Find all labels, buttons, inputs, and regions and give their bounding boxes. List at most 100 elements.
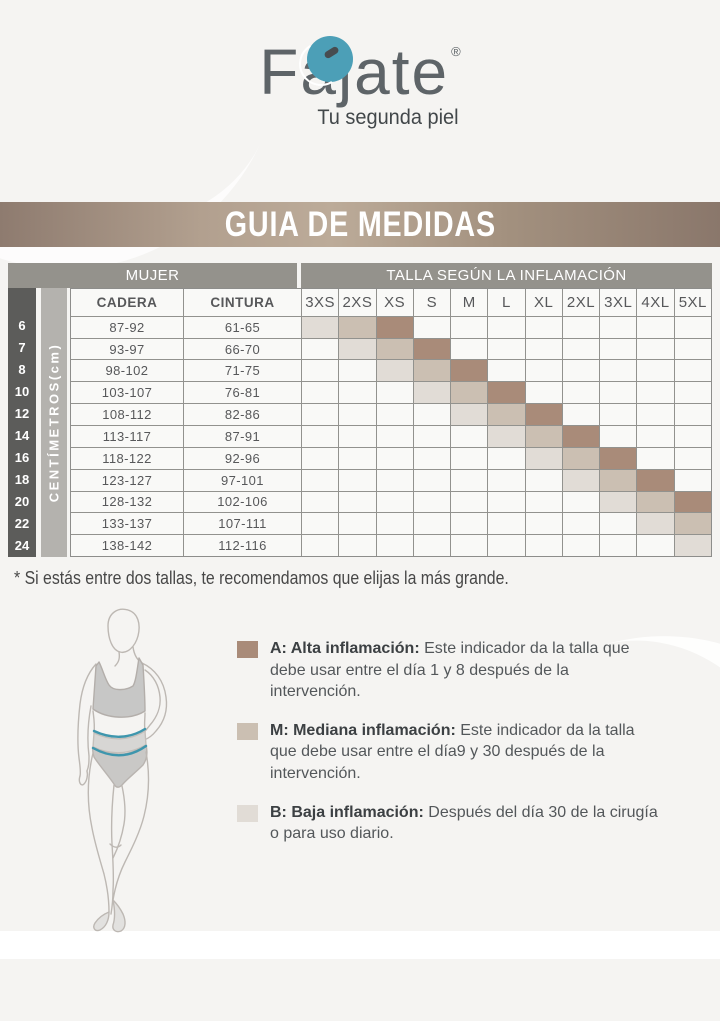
size-column-header: 2XS bbox=[338, 289, 375, 316]
size-cell bbox=[599, 316, 636, 338]
row-size-number: 24 bbox=[14, 538, 30, 553]
size-cell bbox=[487, 316, 524, 338]
row-size-number: 7 bbox=[18, 340, 26, 355]
size-cell bbox=[487, 426, 525, 447]
legend-item-mediana: M: Mediana inflamación: Este indicador d… bbox=[237, 720, 677, 785]
size-column-header: 2XL bbox=[561, 289, 599, 316]
table-row: 103-107 76-81 bbox=[71, 381, 711, 404]
row-size-number: 18 bbox=[14, 472, 30, 487]
size-column-header: 4XL bbox=[636, 289, 673, 316]
size-cell bbox=[561, 382, 599, 404]
size-cell bbox=[338, 404, 375, 426]
mediana-color-swatch bbox=[237, 722, 258, 740]
cintura-cell: 97-101 bbox=[183, 469, 301, 491]
size-cell bbox=[487, 404, 525, 426]
cadera-cell: 98-102 bbox=[105, 363, 149, 379]
size-cell bbox=[412, 513, 450, 535]
cadera-cell: 133-137 bbox=[101, 516, 153, 532]
column-header-row: CADERA CINTURA 3XS 2XS XS S M L XL 2XL 3XL 4XL 5XL bbox=[71, 289, 711, 316]
legend-item-baja: B: Baja inflamación: Después del día 30 … bbox=[237, 802, 677, 845]
size-cell bbox=[636, 316, 673, 338]
size-cell bbox=[487, 535, 524, 557]
row-size-number: 8 bbox=[18, 362, 26, 377]
size-cell bbox=[412, 404, 450, 426]
row-size-number: 22 bbox=[14, 516, 30, 531]
size-cell bbox=[450, 469, 487, 491]
group-header-mujer: MUJER bbox=[8, 263, 297, 288]
size-cell bbox=[487, 382, 525, 404]
legend-item-alta: A: Alta inflamación: Este indicador da l… bbox=[237, 638, 677, 703]
size-cell bbox=[673, 316, 711, 338]
page-title: GUIA DE MEDIDAS bbox=[224, 204, 496, 244]
table-row: 113-117 87-91 bbox=[71, 425, 711, 447]
size-cell bbox=[524, 491, 562, 513]
size-table: MUJER TALLA SEGÚN LA INFLAMACIÓN 6 7 8 10 12… bbox=[8, 263, 712, 557]
cadera-cell: 103-107 bbox=[101, 385, 153, 401]
size-cell bbox=[599, 382, 636, 404]
cintura-cell: 107-111 bbox=[183, 513, 301, 535]
size-cell bbox=[524, 404, 562, 426]
size-cell bbox=[375, 469, 413, 491]
size-cell bbox=[338, 338, 376, 360]
size-column-header: L bbox=[487, 289, 524, 316]
size-cell bbox=[450, 447, 487, 469]
size-cell bbox=[487, 338, 524, 360]
size-cell bbox=[673, 535, 711, 557]
hip-measure-line bbox=[91, 744, 148, 757]
size-cell bbox=[412, 338, 451, 360]
size-cell bbox=[487, 469, 524, 491]
cintura-cell: 87-91 bbox=[183, 426, 301, 447]
size-column-header: S bbox=[412, 289, 450, 316]
size-cell bbox=[487, 447, 524, 469]
size-cell bbox=[412, 360, 451, 382]
size-cell bbox=[450, 535, 487, 557]
size-cell bbox=[599, 447, 637, 469]
size-cell bbox=[338, 447, 375, 469]
size-column-header: M bbox=[450, 289, 487, 316]
cintura-cell: 76-81 bbox=[183, 382, 301, 404]
table-row: 98-102 71-75 bbox=[71, 359, 711, 382]
size-cell bbox=[301, 360, 338, 382]
size-cell bbox=[524, 426, 562, 447]
size-cell bbox=[673, 469, 711, 491]
size-cell bbox=[301, 469, 338, 491]
size-cell bbox=[450, 491, 487, 513]
size-cell bbox=[450, 338, 487, 360]
waist-measure-line bbox=[92, 727, 147, 738]
size-column-header: XL bbox=[524, 289, 562, 316]
size-cell bbox=[412, 447, 450, 469]
size-column-header: 5XL bbox=[673, 289, 711, 316]
legend-description-mediana: Este indicador da la talla que debe usar… bbox=[270, 721, 635, 782]
size-cell bbox=[636, 447, 673, 469]
size-cell bbox=[301, 535, 338, 557]
size-cell bbox=[524, 338, 562, 360]
size-cell bbox=[561, 513, 599, 535]
size-cell bbox=[599, 535, 636, 557]
legend-text-mediana: M: Mediana inflamación: Este indicador d… bbox=[270, 720, 662, 785]
table-row: 138-142 112-116 bbox=[71, 534, 711, 557]
size-cell bbox=[301, 426, 338, 447]
cadera-cell: 93-97 bbox=[109, 341, 145, 357]
cintura-cell: 71-75 bbox=[183, 360, 301, 382]
size-cell bbox=[636, 382, 673, 404]
table-row: 118-122 92-96 bbox=[71, 446, 711, 469]
table-body: CADERA CINTURA 3XS 2XS XS S M L XL 2XL 3XL 4XL 5XL 8… bbox=[70, 288, 712, 557]
figure-foot-left bbox=[93, 911, 110, 932]
size-cell bbox=[301, 513, 338, 535]
size-cell bbox=[561, 338, 599, 360]
cadera-cell: 87-92 bbox=[109, 319, 145, 335]
table-row: 93-97 66-70 bbox=[71, 337, 711, 360]
size-cell bbox=[338, 360, 375, 382]
row-size-number: 6 bbox=[18, 318, 26, 333]
size-guide-page: Fajate ® Tu segunda piel GUIA DE MEDIDAS … bbox=[0, 0, 720, 959]
table-row: 108-112 82-86 bbox=[71, 403, 711, 426]
figure-top-garment bbox=[92, 657, 146, 718]
legend-text-baja: B: Baja inflamación: Después del día 30 … bbox=[270, 802, 662, 845]
size-cell bbox=[561, 491, 599, 513]
size-cell bbox=[673, 360, 711, 382]
size-cell bbox=[673, 513, 711, 535]
size-cell bbox=[636, 404, 673, 426]
cintura-cell: 61-65 bbox=[183, 316, 301, 338]
cadera-cell: 138-142 bbox=[101, 538, 153, 554]
size-cell bbox=[450, 382, 488, 404]
